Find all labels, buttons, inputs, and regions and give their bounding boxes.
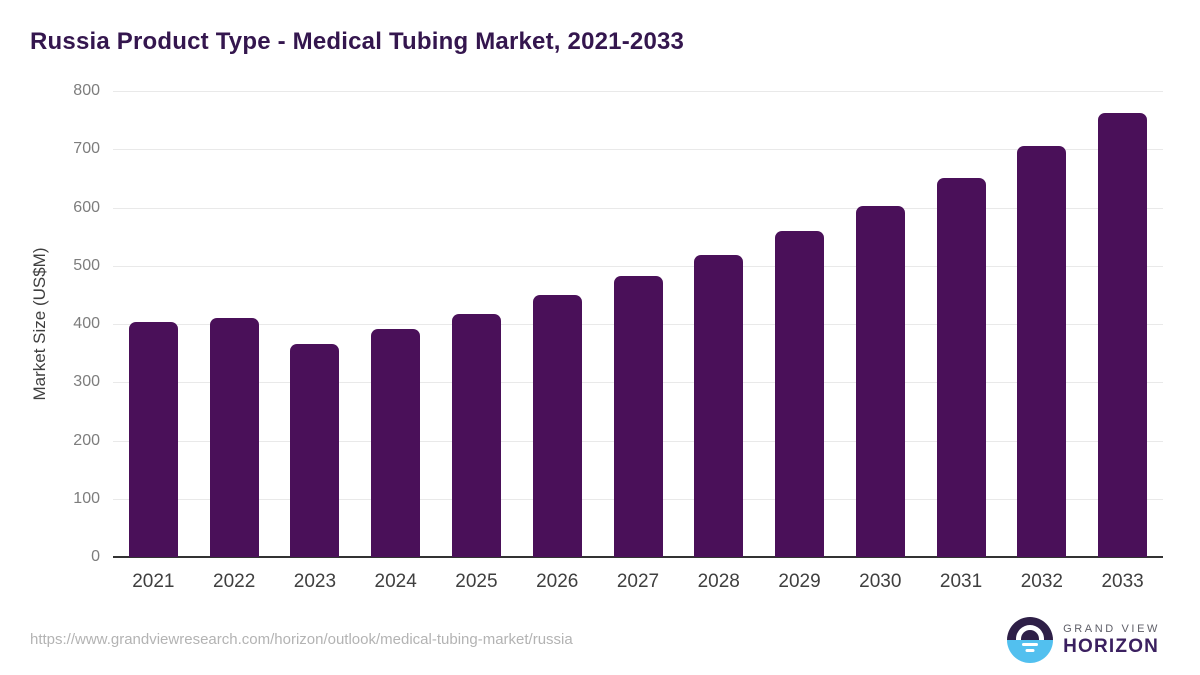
x-tick-label-2029: 2029 [778, 571, 821, 592]
bar-2026[interactable] [532, 294, 582, 557]
logo-text-horizon: HORIZON [1063, 636, 1160, 657]
reflection-line [1025, 649, 1035, 652]
sun-arch-shape [1016, 625, 1045, 640]
logo-text-grand-view: GRAND VIEW [1063, 623, 1160, 635]
horizon-sunrise-icon [1007, 617, 1054, 663]
reflection-line [1022, 643, 1039, 646]
y-tick-label: 500 [73, 256, 100, 274]
bar-2024[interactable] [371, 329, 421, 557]
x-tick-label-2022: 2022 [213, 571, 256, 592]
y-tick-label: 200 [73, 431, 100, 449]
x-tick-label-2023: 2023 [293, 571, 337, 592]
chart-title: Russia Product Type - Medical Tubing Mar… [30, 28, 685, 55]
x-tick-label-2027: 2027 [616, 571, 660, 592]
x-tick-label-2030: 2030 [859, 571, 902, 592]
source-url: https://www.grandviewresearch.com/horizo… [30, 631, 573, 648]
x-tick-label-2032: 2032 [1020, 571, 1063, 592]
y-tick-label: 100 [73, 489, 100, 507]
gridline [113, 91, 1163, 92]
x-tick-label-2028: 2028 [697, 571, 740, 592]
y-tick-label: 700 [73, 140, 100, 158]
grand-view-horizon-logo: GRAND VIEW HORIZON [1007, 617, 1160, 663]
y-tick-label: 300 [73, 373, 100, 391]
bar-2029[interactable] [775, 231, 825, 557]
x-tick-label-2026: 2026 [536, 571, 579, 592]
x-tick-label-2024: 2024 [374, 571, 417, 592]
bar-2030[interactable] [855, 205, 905, 557]
gridline [113, 207, 1163, 209]
x-axis-line [113, 556, 1163, 558]
bar-2022[interactable] [209, 317, 259, 557]
bar-2021[interactable] [128, 322, 178, 557]
bar-2023[interactable] [290, 343, 340, 557]
bar-2032[interactable] [1017, 146, 1067, 557]
bar-2033[interactable] [1098, 112, 1148, 557]
y-tick-label: 800 [73, 82, 100, 99]
bar-2028[interactable] [694, 254, 744, 557]
x-tick-label-2025: 2025 [455, 571, 498, 592]
x-tick-label-2033: 2033 [1101, 571, 1144, 592]
x-tick-label-2031: 2031 [939, 571, 983, 592]
footer: https://www.grandviewresearch.com/horizo… [0, 615, 1200, 675]
bar-2031[interactable] [936, 177, 986, 557]
y-tick-label: 400 [73, 315, 100, 332]
bar-2027[interactable] [613, 276, 663, 557]
gridline [113, 265, 1163, 267]
logo-text: GRAND VIEW HORIZON [1063, 622, 1160, 658]
y-tick-label: 0 [91, 548, 100, 565]
gridline [113, 149, 1163, 151]
y-tick-label: 600 [73, 198, 100, 216]
x-tick-label-2021: 2021 [132, 571, 175, 592]
bar-2025[interactable] [451, 313, 501, 557]
